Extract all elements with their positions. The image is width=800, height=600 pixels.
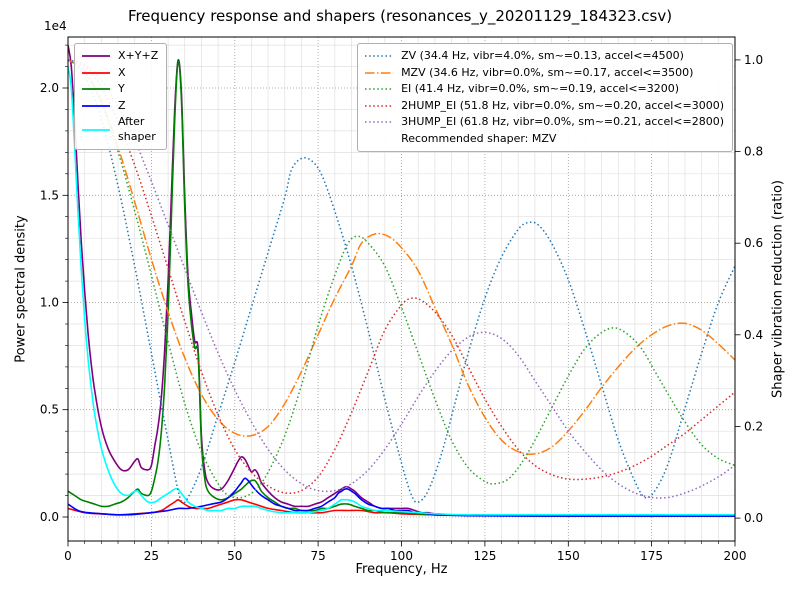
legend-item: X bbox=[81, 65, 158, 82]
legend-swatch bbox=[82, 104, 110, 107]
shaper-3hump-ei-line bbox=[68, 59, 735, 499]
series-after-shaper-line bbox=[68, 66, 735, 516]
series-y-line bbox=[68, 60, 735, 517]
y-right-tick-label: 0.2 bbox=[744, 420, 763, 434]
legend-item: EI (41.4 Hz, vibr=0.0%, sm~=0.19, accel<… bbox=[364, 81, 724, 98]
legend-label: 3HUMP_EI (61.8 Hz, vibr=0.0%, sm~=0.21, … bbox=[401, 115, 724, 129]
y-left-tick-label: 0.0 bbox=[40, 510, 59, 524]
legend-swatch bbox=[82, 128, 110, 131]
legend-label: After shaper bbox=[118, 115, 156, 143]
shaper-legend: ZV (34.4 Hz, vibr=4.0%, sm~=0.13, accel<… bbox=[357, 43, 733, 153]
x-tick-label: 50 bbox=[227, 549, 242, 563]
x-tick-label: 0 bbox=[64, 549, 72, 563]
legend-label: X+Y+Z bbox=[118, 49, 159, 62]
legend-item: After shaper bbox=[81, 114, 158, 145]
legend-item: 3HUMP_EI (61.8 Hz, vibr=0.0%, sm~=0.21, … bbox=[364, 114, 724, 131]
series-curves bbox=[68, 44, 735, 517]
legend-item: Z bbox=[81, 98, 158, 115]
x-tick-label: 125 bbox=[473, 549, 496, 563]
y-left-tick-label: 1.5 bbox=[40, 188, 59, 202]
y-left-tick-label: 1.0 bbox=[40, 296, 59, 310]
legend-label: Z bbox=[118, 98, 126, 112]
legend-label: MZV (34.6 Hz, vibr=0.0%, sm~=0.17, accel… bbox=[401, 65, 694, 79]
y-left-tick-label: 0.5 bbox=[40, 403, 59, 417]
legend-label: Y bbox=[118, 82, 125, 96]
y-axis-label-left: Power spectral density bbox=[13, 215, 29, 363]
legend-swatch bbox=[365, 55, 394, 57]
x-tick-label: 150 bbox=[557, 549, 580, 563]
shaper-ei-line bbox=[68, 59, 735, 499]
chart-title: Frequency response and shapers (resonanc… bbox=[127, 7, 673, 25]
legend-label: Recommended shaper: MZV bbox=[401, 131, 557, 145]
psd-legend: X+Y+Z X Y Z After shaper bbox=[74, 43, 168, 151]
legend-label: 2HUMP_EI (51.8 Hz, vibr=0.0%, sm~=0.20, … bbox=[401, 98, 724, 112]
y-right-tick-label: 0.4 bbox=[744, 328, 763, 342]
legend-swatch bbox=[365, 105, 394, 107]
x-tick-label: 175 bbox=[640, 549, 663, 563]
legend-swatch bbox=[365, 72, 394, 74]
y-axis-multiplier: 1e4 bbox=[44, 19, 67, 33]
legend-item: X+Y+Z bbox=[81, 48, 158, 65]
series-xyz-line bbox=[68, 44, 735, 517]
x-tick-label: 100 bbox=[390, 549, 413, 563]
axis-ticks bbox=[62, 44, 741, 547]
legend-swatch bbox=[365, 88, 394, 91]
legend-swatch bbox=[364, 133, 394, 145]
legend-item: Y bbox=[81, 81, 158, 98]
x-tick-label: 75 bbox=[310, 549, 325, 563]
legend-swatch bbox=[82, 55, 110, 58]
y-right-tick-label: 0.8 bbox=[744, 145, 763, 159]
legend-label: ZV (34.4 Hz, vibr=4.0%, sm~=0.13, accel<… bbox=[401, 49, 684, 62]
legend-swatch bbox=[82, 88, 110, 91]
legend-item: Recommended shaper: MZV bbox=[364, 131, 724, 148]
y-right-tick-label: 0.6 bbox=[744, 236, 763, 250]
legend-swatch bbox=[82, 71, 110, 74]
series-x-line bbox=[68, 498, 735, 517]
x-tick-label: 200 bbox=[724, 549, 747, 563]
legend-label: EI (41.4 Hz, vibr=0.0%, sm~=0.19, accel<… bbox=[401, 82, 680, 96]
axis-tick-labels: 0 25 50 75 100 125 150 175 200 0.0 0.5 1.0 1.5 2.0 0.0… bbox=[40, 53, 763, 563]
shaper-mzv-line bbox=[68, 59, 735, 455]
legend-item: ZV (34.4 Hz, vibr=4.0%, sm~=0.13, accel<… bbox=[364, 48, 724, 65]
y-left-tick-label: 2.0 bbox=[40, 81, 59, 95]
y-right-tick-label: 1.0 bbox=[744, 53, 763, 67]
legend-label: X bbox=[118, 65, 126, 79]
legend-item: 2HUMP_EI (51.8 Hz, vibr=0.0%, sm~=0.20, … bbox=[364, 98, 724, 115]
legend-swatch bbox=[365, 121, 394, 124]
x-axis-label: Frequency, Hz bbox=[355, 562, 448, 577]
y-axis-label-right: Shaper vibration reduction (ratio) bbox=[770, 180, 786, 398]
x-tick-label: 25 bbox=[144, 549, 159, 563]
legend-item: MZV (34.6 Hz, vibr=0.0%, sm~=0.17, accel… bbox=[364, 65, 724, 82]
y-right-tick-label: 0.0 bbox=[744, 511, 763, 525]
